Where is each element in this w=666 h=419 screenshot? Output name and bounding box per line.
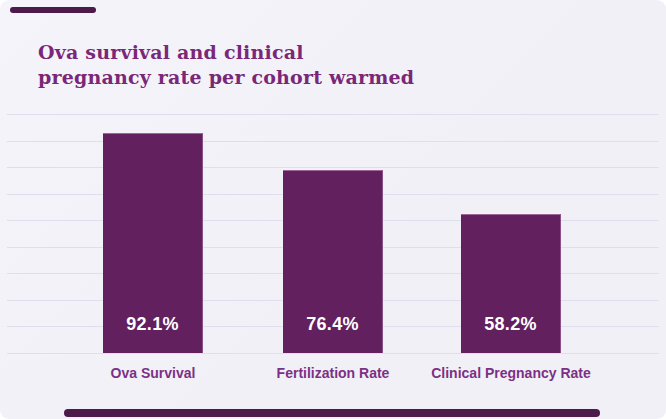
top-accent-bar: [10, 7, 96, 13]
bar: 76.4%: [283, 170, 383, 353]
bar-value-label: 76.4%: [283, 315, 382, 333]
chart-card: Ova survival and clinical pregnancy rate…: [0, 0, 666, 419]
category-label: Clinical Pregnancy Rate: [411, 365, 611, 381]
plot-area: 92.1% Ova Survival 76.4% Fertilization Rate…: [0, 0, 666, 419]
category-label: Ova Survival: [53, 365, 253, 381]
bar-value-label: 58.2%: [461, 315, 560, 333]
horizontal-scrollbar-thumb[interactable]: [64, 409, 600, 417]
bar: 58.2%: [461, 214, 561, 353]
bar-value-label: 92.1%: [103, 315, 202, 333]
gridline: [7, 114, 659, 115]
gridline: [7, 353, 659, 354]
bar: 92.1%: [103, 133, 203, 353]
category-label: Fertilization Rate: [233, 365, 433, 381]
